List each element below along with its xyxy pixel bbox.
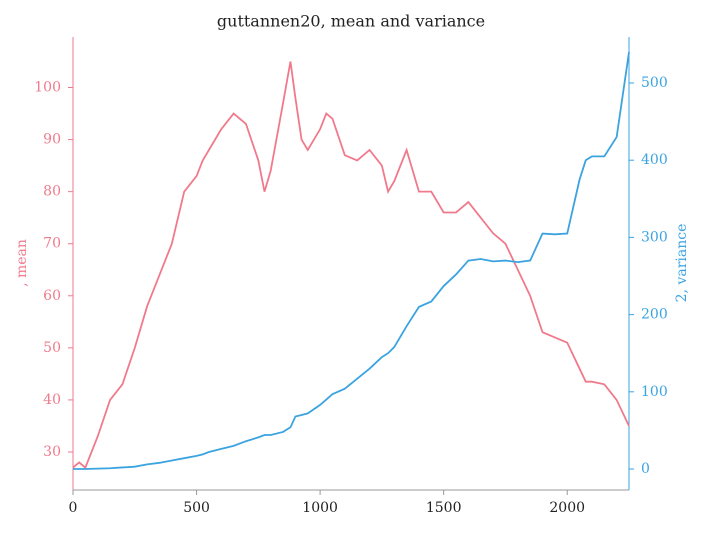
- y2-tick-label: 300: [641, 229, 668, 245]
- y-tick-label: 40: [43, 392, 61, 408]
- x-tick-label: 2000: [549, 500, 585, 516]
- y-tick-label: 30: [43, 444, 61, 460]
- x-tick-label: 1500: [426, 500, 462, 516]
- y2-tick-label: 200: [641, 307, 668, 323]
- y-tick-label: 60: [43, 288, 61, 304]
- series-line: [72, 61, 630, 470]
- y-tick-label: 50: [43, 340, 61, 356]
- y2-tick-label: 0: [641, 461, 650, 477]
- y-tick-label: 90: [43, 132, 61, 148]
- x-tick-label: 500: [183, 500, 210, 516]
- y2-tick-label: 400: [641, 152, 668, 168]
- y-tick-label: 70: [43, 236, 61, 252]
- chart-title: guttannen20, mean and variance: [217, 12, 485, 31]
- y-tick-label: 80: [43, 184, 61, 200]
- y2-tick-label: 500: [641, 75, 668, 91]
- x-tick-label: 0: [69, 500, 78, 516]
- series-line: [73, 52, 630, 470]
- y2-tick-label: 100: [641, 384, 668, 400]
- y-tick-label: 100: [34, 80, 61, 96]
- y2-axis-label: 2, variance: [674, 224, 690, 303]
- x-tick-label: 1000: [302, 500, 338, 516]
- y-axis-label: , mean: [14, 239, 30, 287]
